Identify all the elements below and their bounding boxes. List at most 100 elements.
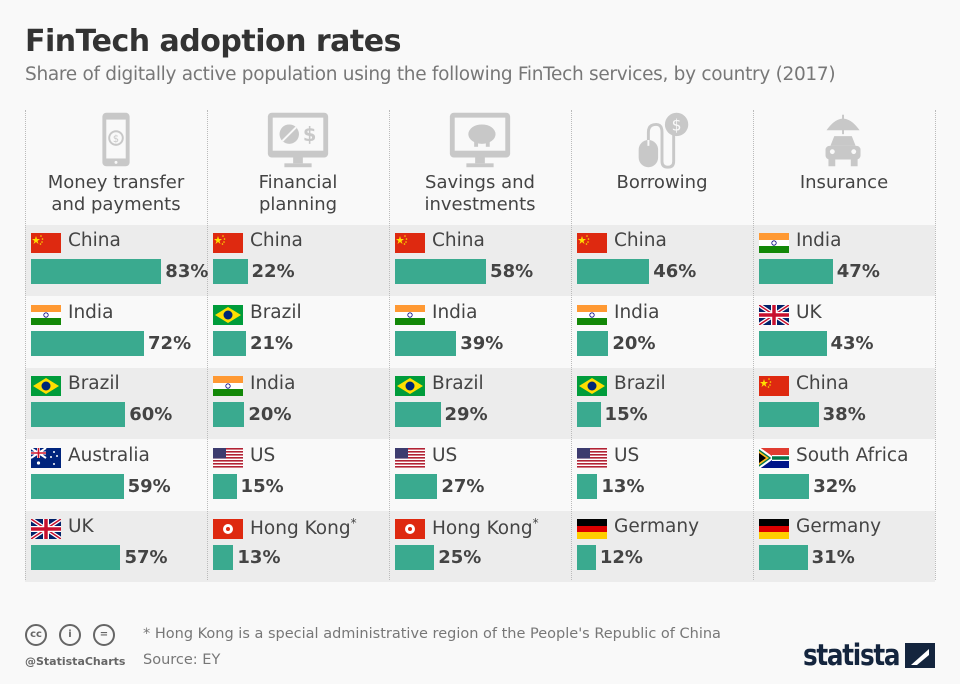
panel-title: Insurance [799,172,889,193]
flag-uk-icon [31,519,61,539]
value-label: 59% [127,475,171,497]
bar-row: Germany 12% [577,511,753,582]
flag-au-icon [31,447,61,468]
flag-br-icon [213,304,243,325]
value-label: 58% [490,261,534,282]
statista-logo-mark [905,643,935,668]
panel-title: Money transfer and payments [47,172,185,215]
column-divider [25,110,26,580]
bar [577,259,650,284]
bar-row: UK 43% [759,297,935,368]
attribution-icon: i [59,624,81,646]
value-label: 43% [830,332,874,354]
bar-row: Hong Kong* 13% [213,511,389,582]
panel-title: Savings and investments [424,172,536,215]
flag-hk-icon [395,519,425,539]
bar [759,402,819,427]
panel-title: Borrowing [616,172,708,193]
value-label: 57% [124,547,168,568]
bar [577,330,609,356]
bar [759,473,810,499]
bar-row: China 58% [395,225,571,296]
statista-logo[interactable]: statista [803,638,900,672]
flag-in-icon [213,376,243,396]
bar [213,545,234,570]
value-label: 13% [601,475,645,497]
bar-row: India 20% [213,368,389,439]
bar-row: India 47% [759,225,935,296]
mouse-dollar-icon: $ [638,112,689,169]
flag-in-icon [31,304,61,325]
bar-row: China 22% [213,225,389,296]
bar [31,402,126,427]
value-label: 12% [599,547,643,568]
country-label: Brazil [250,301,302,323]
bar [395,545,435,570]
bar-row: India 20% [577,297,753,368]
value-label: 21% [249,332,294,354]
country-label: India [432,301,478,323]
column-divider [207,110,208,580]
value-label: 13% [237,547,281,568]
monitor-piechart-icon: $ [267,112,329,168]
country-label: China [614,230,667,251]
bar [577,545,596,570]
panel-borrowing: $ Borrowing China 46% India 20% Brazil 15% US 13%… [571,110,753,580]
flag-us-icon [395,447,425,468]
value-label: 60% [129,404,173,425]
value-label: 20% [612,332,656,354]
country-label: China [68,230,121,251]
bar [31,545,121,570]
bar [31,330,145,356]
value-label: 27% [441,475,485,497]
bar [213,259,248,284]
country-label: Brazil [432,373,484,394]
country-label: Hong Kong* [432,516,539,540]
no-derivatives-icon: = [93,624,115,646]
bar [213,473,237,499]
flag-cn-icon [759,376,789,396]
bar-row: China 38% [759,368,935,439]
bar-row: Brazil 29% [395,368,571,439]
bar-row: China 46% [577,225,753,296]
flag-in-icon [395,304,425,325]
source: Source: EY [143,652,221,668]
panel-money-transfer-and-payments: $ Money transfer and payments China 83% India… [25,110,208,582]
country-label: India [68,301,114,323]
bar-row: US 15% [213,440,389,511]
bar [577,473,598,499]
bar [31,473,124,499]
country-label: India [796,230,842,251]
bar-row: Brazil 21% [213,297,389,368]
country-label: Brazil [614,373,666,394]
country-label: Australia [68,444,150,466]
bar [395,259,487,284]
flag-in-icon [577,304,607,325]
bar-row: China 83% [31,225,208,296]
column-divider [571,110,572,580]
value-label: 25% [438,547,482,568]
bar [31,259,162,284]
country-label: Germany [796,516,882,537]
flag-br-icon [31,376,61,396]
panel-title: Financial planning [258,172,338,215]
bar [395,330,457,356]
flag-in-icon [759,233,789,253]
svg-text:$: $ [113,134,119,145]
bar-row: Germany 31% [759,511,935,582]
bar-row: US 13% [577,440,753,511]
flag-uk-icon [759,304,789,325]
value-label: 15% [604,404,648,425]
bar-row: UK 57% [31,511,207,582]
value-label: 22% [251,261,295,282]
country-label: Germany [614,516,700,537]
flag-br-icon [577,376,607,396]
bar-row: Hong Kong* 25% [395,511,571,582]
flag-hk-icon [213,519,243,539]
bar [759,330,827,356]
value-label: 20% [248,404,292,425]
value-label: 72% [148,332,192,354]
bar [395,402,441,427]
flag-br-icon [395,376,425,396]
